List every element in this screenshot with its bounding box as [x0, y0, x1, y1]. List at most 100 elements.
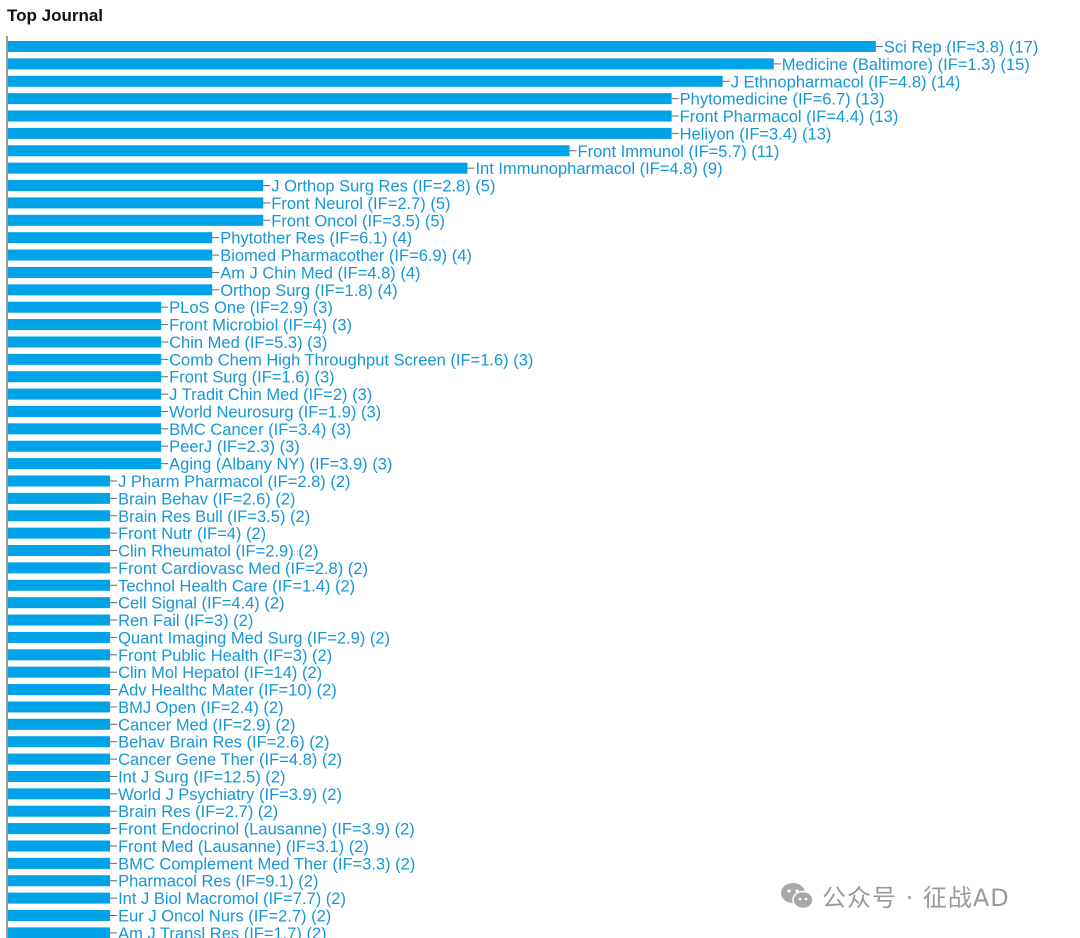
bar [8, 614, 111, 626]
bar-label: J Ethnopharmacol (IF=4.8) (14) [731, 73, 961, 91]
bar [8, 301, 162, 313]
bar [8, 214, 264, 226]
bar [8, 788, 111, 800]
bar [8, 892, 111, 904]
bar-label: Brain Res (IF=2.7) (2) [118, 803, 278, 821]
bar-label: BMC Cancer (IF=3.4) (3) [169, 421, 351, 439]
bar [8, 266, 213, 278]
bar-label: Pharmacol Res (IF=9.1) (2) [118, 873, 318, 891]
bar [8, 475, 111, 487]
bar-label: Brain Res Bull (IF=3.5) (2) [118, 508, 310, 526]
bar-label: J Tradit Chin Med (IF=2) (3) [169, 386, 372, 404]
bar [8, 371, 162, 383]
bar-label: Am J Chin Med (IF=4.8) (4) [220, 264, 420, 282]
bar [8, 875, 111, 887]
bar [8, 510, 111, 522]
bar [8, 545, 111, 557]
bar [8, 93, 672, 105]
bar-label: Clin Rheumatol (IF=2.9) (2) [118, 543, 318, 561]
bar-label: Cancer Med (IF=2.9) (2) [118, 716, 295, 734]
bar [8, 579, 111, 591]
bar [8, 58, 774, 70]
bar [8, 857, 111, 869]
bar-label: Am J Transl Res (IF=1.7) (2) [118, 925, 327, 938]
bar-label: Ren Fail (IF=3) (2) [118, 612, 253, 630]
bar [8, 75, 723, 87]
bar [8, 805, 111, 817]
bar [8, 718, 111, 730]
bar-label: J Orthop Surg Res (IF=2.8) (5) [271, 178, 495, 196]
bar [8, 319, 162, 331]
bar-label: Heliyon (IF=3.4) (13) [680, 125, 832, 143]
watermark: 公众号 · 征战AD [780, 878, 1010, 913]
bar [8, 823, 111, 835]
bar-label: Adv Healthc Mater (IF=10) (2) [118, 682, 337, 700]
bar-label: Quant Imaging Med Surg (IF=2.9) (2) [118, 629, 390, 647]
bar-label: Eur J Oncol Nurs (IF=2.7) (2) [118, 908, 331, 926]
bar [8, 666, 111, 678]
bar-label: BMC Complement Med Ther (IF=3.3) (2) [118, 855, 415, 873]
bar-label: Phytother Res (IF=6.1) (4) [220, 230, 412, 248]
bar [8, 353, 162, 365]
bar-label: Front Nutr (IF=4) (2) [118, 525, 266, 543]
bar [8, 284, 213, 296]
bar [8, 110, 672, 122]
bars-group [8, 41, 876, 938]
bar [8, 649, 111, 661]
bar [8, 145, 570, 157]
bar-label: Front Surg (IF=1.6) (3) [169, 369, 335, 387]
bar [8, 631, 111, 643]
bar [8, 232, 213, 244]
bar [8, 597, 111, 609]
bar [8, 336, 162, 348]
bar-label: Behav Brain Res (IF=2.6) (2) [118, 734, 329, 752]
bar-label: Front Med (Lausanne) (IF=3.1) (2) [118, 838, 369, 856]
bar-label: PeerJ (IF=2.3) (3) [169, 438, 300, 456]
bar-label: Chin Med (IF=5.3) (3) [169, 334, 327, 352]
bar-label: Cell Signal (IF=4.4) (2) [118, 595, 284, 613]
bar-label: BMJ Open (IF=2.4) (2) [118, 699, 284, 717]
wechat-logo-icon [781, 882, 814, 909]
bar-label: Front Immunol (IF=5.7) (11) [578, 143, 780, 161]
bar-label: Brain Behav (IF=2.6) (2) [118, 490, 295, 508]
bar [8, 388, 162, 400]
bar-label: Medicine (Baltimore) (IF=1.3) (15) [782, 56, 1030, 74]
bar-label: Front Oncol (IF=3.5) (5) [271, 212, 445, 230]
bar [8, 684, 111, 696]
bar-label: Biomed Pharmacother (IF=6.9) (4) [220, 247, 472, 265]
bar [8, 440, 162, 452]
bar [8, 492, 111, 504]
bar [8, 562, 111, 574]
bar [8, 753, 111, 765]
bar-label: World Neurosurg (IF=1.9) (3) [169, 403, 381, 421]
bar [8, 41, 876, 52]
bar-label: Front Endocrinol (Lausanne) (IF=3.9) (2) [118, 821, 415, 839]
bar [8, 162, 468, 174]
chart-title: Top Journal [7, 6, 104, 25]
bar [8, 249, 213, 261]
bar [8, 197, 264, 209]
bar-label: World J Psychiatry (IF=3.9) (2) [118, 786, 342, 804]
bar-label: PLoS One (IF=2.9) (3) [169, 299, 333, 317]
bar-label: Front Public Health (IF=3) (2) [118, 647, 332, 665]
bar-label: Sci Rep (IF=3.8) (17) [884, 39, 1039, 57]
bar [8, 458, 162, 470]
bar-label: Int J Surg (IF=12.5) (2) [118, 768, 285, 786]
bar-label: J Pharm Pharmacol (IF=2.8) (2) [118, 473, 350, 491]
bar [8, 180, 264, 192]
bar-label: Aging (Albany NY) (IF=3.9) (3) [169, 456, 392, 474]
bar-label: Phytomedicine (IF=6.7) (13) [680, 91, 885, 109]
bar [8, 527, 111, 539]
bar-labels-group: Sci Rep (IF=3.8) (17)Medicine (Baltimore… [118, 39, 1038, 938]
bar [8, 127, 672, 139]
bar [8, 423, 162, 435]
bar [8, 910, 111, 921]
bar [8, 927, 111, 938]
leader-lines-group [110, 46, 883, 934]
bar-label: Front Pharmacol (IF=4.4) (13) [680, 108, 899, 126]
bar-label: Technol Health Care (IF=1.4) (2) [118, 577, 355, 595]
bar-label: Cancer Gene Ther (IF=4.8) (2) [118, 751, 342, 769]
bar-label: Front Cardiovasc Med (IF=2.8) (2) [118, 560, 368, 578]
bar-label: Int J Biol Macromol (IF=7.7) (2) [118, 890, 346, 908]
